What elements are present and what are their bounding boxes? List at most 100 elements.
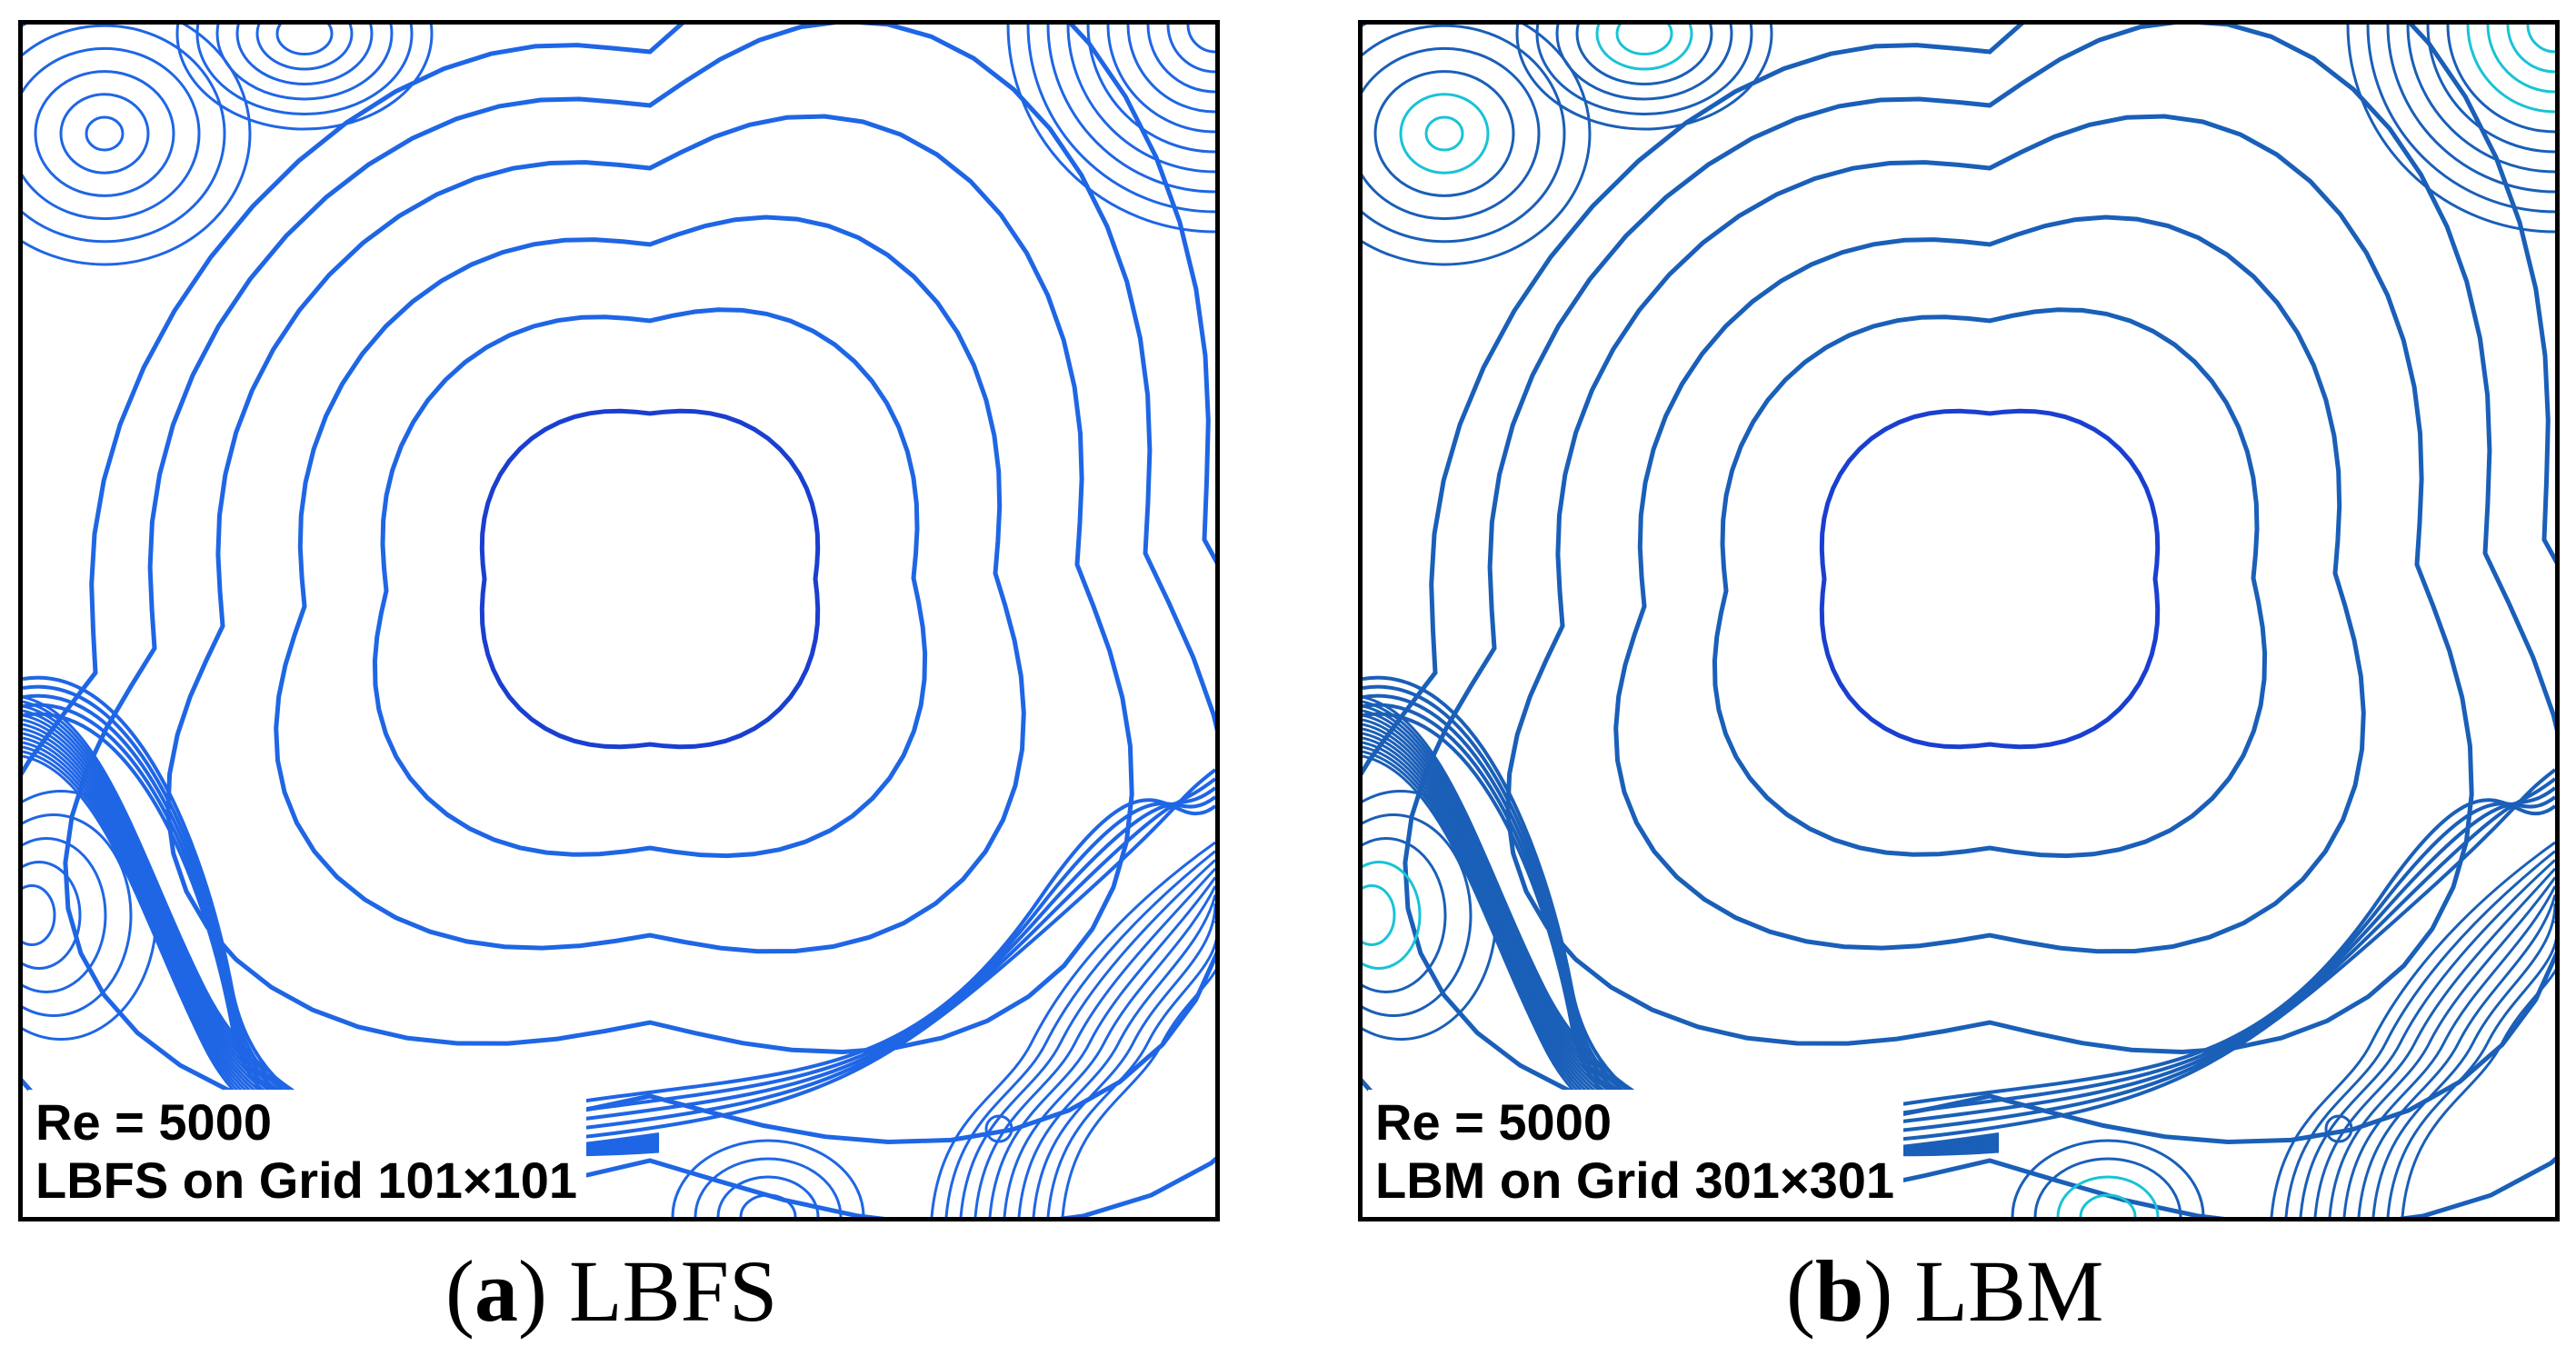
top-right-eddy	[2386, 25, 2555, 194]
top-right-eddy	[1066, 25, 1215, 174]
top-right-eddy	[2406, 25, 2555, 174]
top-left-eddy	[59, 93, 150, 174]
top-middle-eddy	[1575, 25, 1713, 85]
top-middle-eddy	[1535, 25, 1753, 115]
bottom-left-band	[23, 695, 660, 1157]
central-vortex-streamline	[165, 114, 1134, 1055]
bottom-left-band	[23, 700, 660, 1156]
lbm-streamline-plot	[1363, 25, 2555, 1217]
bottom-left-band	[1363, 713, 2000, 1154]
top-middle-eddy	[1615, 25, 1673, 55]
central-vortex-streamline	[1505, 114, 2474, 1055]
bottom-left-eddy	[1363, 861, 1422, 970]
bottom-left-band	[23, 709, 660, 1155]
top-right-eddy	[1146, 25, 1215, 94]
top-right-eddy	[2446, 25, 2555, 134]
top-right-eddy	[1126, 25, 1215, 114]
bottom-left-band	[23, 704, 660, 1155]
lbfs-streamline-plot	[23, 25, 1215, 1217]
bottom-left-eddy	[23, 790, 158, 1041]
top-left-eddy	[23, 46, 201, 221]
lbm-reynolds-label: Re = 5000	[1375, 1093, 1612, 1151]
outer-streamline	[1363, 675, 2555, 1145]
top-right-eddy	[1106, 25, 1215, 134]
top-right-eddy	[1046, 25, 1215, 194]
bottom-center-eddy	[2011, 1139, 2205, 1217]
top-left-eddy	[1363, 25, 1566, 244]
bottom-center-eddy	[694, 1157, 843, 1217]
lbm-streamline-panel: Re = 5000 LBM on Grid 301×301	[1358, 20, 2560, 1221]
caption-b: (b) LBM	[1786, 1242, 2104, 1340]
caption-a-letter: a	[474, 1242, 518, 1340]
lbfs-reynolds-label: Re = 5000	[35, 1093, 272, 1151]
top-right-eddy	[2346, 25, 2555, 234]
top-middle-eddy	[275, 25, 334, 55]
bottom-right-streamline	[1003, 885, 1215, 1217]
top-right-eddy	[1026, 25, 1215, 214]
bottom-left-eddy	[23, 813, 133, 1017]
lbfs-label-box: Re = 5000 LBFS on Grid 101×101	[28, 1090, 586, 1211]
top-left-eddy	[1399, 93, 1490, 174]
top-middle-eddy	[175, 25, 434, 131]
bottom-right-streamline	[1017, 894, 1215, 1217]
outer-streamline	[1363, 712, 2555, 1128]
top-left-eddy	[34, 70, 175, 197]
top-left-eddy	[23, 25, 226, 244]
top-middle-eddy	[255, 25, 354, 71]
bottom-right-streamline	[1032, 903, 1215, 1217]
bottom-right-streamline	[2284, 850, 2555, 1217]
central-vortex-streamline	[1363, 25, 2555, 1217]
outer-streamline	[1363, 693, 2555, 1133]
bottom-left-band	[1363, 704, 2000, 1155]
lbfs-streamline-panel: Re = 5000 LBFS on Grid 101×101	[18, 20, 1220, 1221]
bottom-right-streamline	[988, 876, 1215, 1217]
top-left-eddy	[1424, 115, 1464, 152]
central-vortex-streamline	[1712, 307, 2268, 859]
bottom-right-streamline	[2357, 894, 2555, 1217]
bottom-left-band	[1363, 718, 2000, 1154]
lbfs-grid-label: LBFS on Grid 101×101	[35, 1152, 577, 1209]
central-vortex-streamline	[23, 25, 1215, 1217]
central-vortex-streamline	[479, 408, 821, 750]
bottom-left-eddy	[23, 861, 82, 970]
bottom-center-eddy	[2079, 1193, 2137, 1217]
top-middle-eddy	[1595, 25, 1693, 71]
top-right-eddy	[1186, 25, 1215, 54]
bottom-right-streamline	[1061, 921, 1215, 1217]
bottom-left-band	[1363, 695, 2000, 1157]
central-vortex-streamline	[1403, 25, 2555, 1145]
central-vortex-streamline	[1613, 214, 2366, 954]
top-right-eddy	[2486, 25, 2555, 94]
bottom-left-band	[1363, 700, 2000, 1156]
caption-a-text: LBFS	[568, 1242, 778, 1340]
top-right-eddy	[1006, 25, 1215, 234]
top-middle-eddy	[1515, 25, 1773, 131]
outer-streamline	[23, 712, 1215, 1128]
top-right-eddy	[1166, 25, 1215, 74]
top-right-eddy	[2526, 25, 2555, 54]
bottom-right-streamline	[2299, 859, 2555, 1217]
top-left-eddy	[1373, 70, 1515, 197]
outer-streamline	[23, 684, 1215, 1139]
caption-b-text: LBM	[1914, 1242, 2104, 1340]
bottom-left-band	[23, 713, 660, 1154]
lbm-label-box: Re = 5000 LBM on Grid 301×301	[1368, 1090, 1904, 1211]
top-middle-eddy	[195, 25, 414, 115]
bottom-center-eddy	[739, 1193, 797, 1217]
bottom-center-eddy	[2033, 1157, 2182, 1217]
outer-streamline	[1363, 684, 2555, 1139]
bottom-right-streamline	[2386, 912, 2555, 1217]
lbm-grid-label: LBM on Grid 301×301	[1375, 1152, 1895, 1209]
bottom-right-streamline	[2371, 903, 2555, 1217]
small-eddy	[984, 1114, 1013, 1143]
caption-a: (a) LBFS	[445, 1242, 778, 1340]
bottom-center-eddy	[716, 1175, 820, 1217]
bottom-left-band	[23, 718, 660, 1154]
top-left-eddy	[1363, 25, 1592, 266]
bottom-left-eddy	[1363, 837, 1447, 993]
top-right-eddy	[2366, 25, 2555, 214]
top-right-eddy	[2506, 25, 2555, 74]
outer-streamline	[1363, 703, 2555, 1130]
top-left-eddy	[23, 25, 252, 266]
top-middle-eddy	[1555, 25, 1733, 101]
